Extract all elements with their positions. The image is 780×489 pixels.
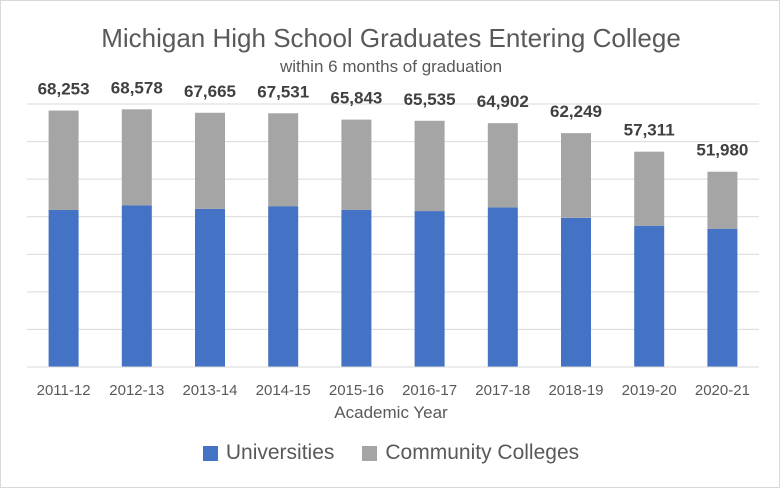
total-label: 57,311: [624, 121, 675, 140]
total-label: 65,843: [330, 89, 382, 108]
x-tick-label: 2015-16: [329, 382, 384, 399]
bar-universities: [268, 206, 299, 367]
x-tick-label: 2013-14: [182, 382, 237, 399]
bar-universities: [707, 228, 738, 367]
bar-community-colleges: [487, 123, 518, 208]
bar-community-colleges: [707, 171, 738, 229]
x-tick-label: 2017-18: [475, 382, 530, 399]
x-tick-label: 2011-12: [37, 382, 91, 399]
bar-universities: [48, 209, 79, 367]
x-tick-label: 2020-21: [695, 382, 750, 399]
legend-swatch-community-colleges: [362, 445, 378, 461]
bar-universities: [121, 205, 152, 367]
x-tick-label: 2016-17: [402, 382, 457, 399]
total-label: 64,902: [477, 92, 529, 111]
legend-label-community-colleges: Community Colleges: [385, 441, 580, 464]
total-label: 67,665: [184, 82, 236, 101]
bar-community-colleges: [268, 113, 299, 207]
bar-community-colleges: [195, 112, 225, 209]
x-tick-label: 2012-13: [109, 382, 164, 399]
total-label: 65,535: [404, 90, 456, 109]
x-axis-label: Academic Year: [334, 403, 448, 422]
bar-universities: [634, 225, 665, 367]
total-label: 51,980: [696, 141, 748, 160]
bar-universities: [195, 208, 225, 367]
bar-universities: [414, 211, 445, 367]
x-tick-label: 2019-20: [622, 382, 677, 399]
bar-community-colleges: [121, 109, 152, 206]
bar-universities: [561, 217, 591, 367]
bar-community-colleges: [341, 119, 372, 210]
legend-swatch-universities: [202, 445, 218, 461]
legend-item-community-colleges: Community Colleges: [362, 441, 579, 465]
bar-community-colleges: [48, 110, 79, 210]
total-label: 62,249: [550, 102, 602, 121]
legend: Universities Community Colleges: [1, 441, 780, 465]
x-tick-label: 2018-19: [548, 382, 603, 399]
total-label: 67,531: [257, 82, 309, 101]
bar-community-colleges: [414, 120, 445, 212]
total-label: 68,253: [38, 80, 90, 99]
chart-title: Michigan High School Graduates Entering …: [101, 23, 681, 53]
bar-community-colleges: [634, 151, 665, 226]
bar-universities: [487, 207, 518, 367]
chart-subtitle: within 6 months of graduation: [279, 57, 503, 76]
legend-label-universities: Universities: [225, 441, 335, 464]
legend-item-universities: Universities: [202, 441, 335, 465]
x-tick-label: 2014-15: [256, 382, 311, 399]
total-label: 68,578: [111, 78, 163, 97]
bar-universities: [341, 209, 372, 367]
bar-community-colleges: [561, 133, 591, 218]
